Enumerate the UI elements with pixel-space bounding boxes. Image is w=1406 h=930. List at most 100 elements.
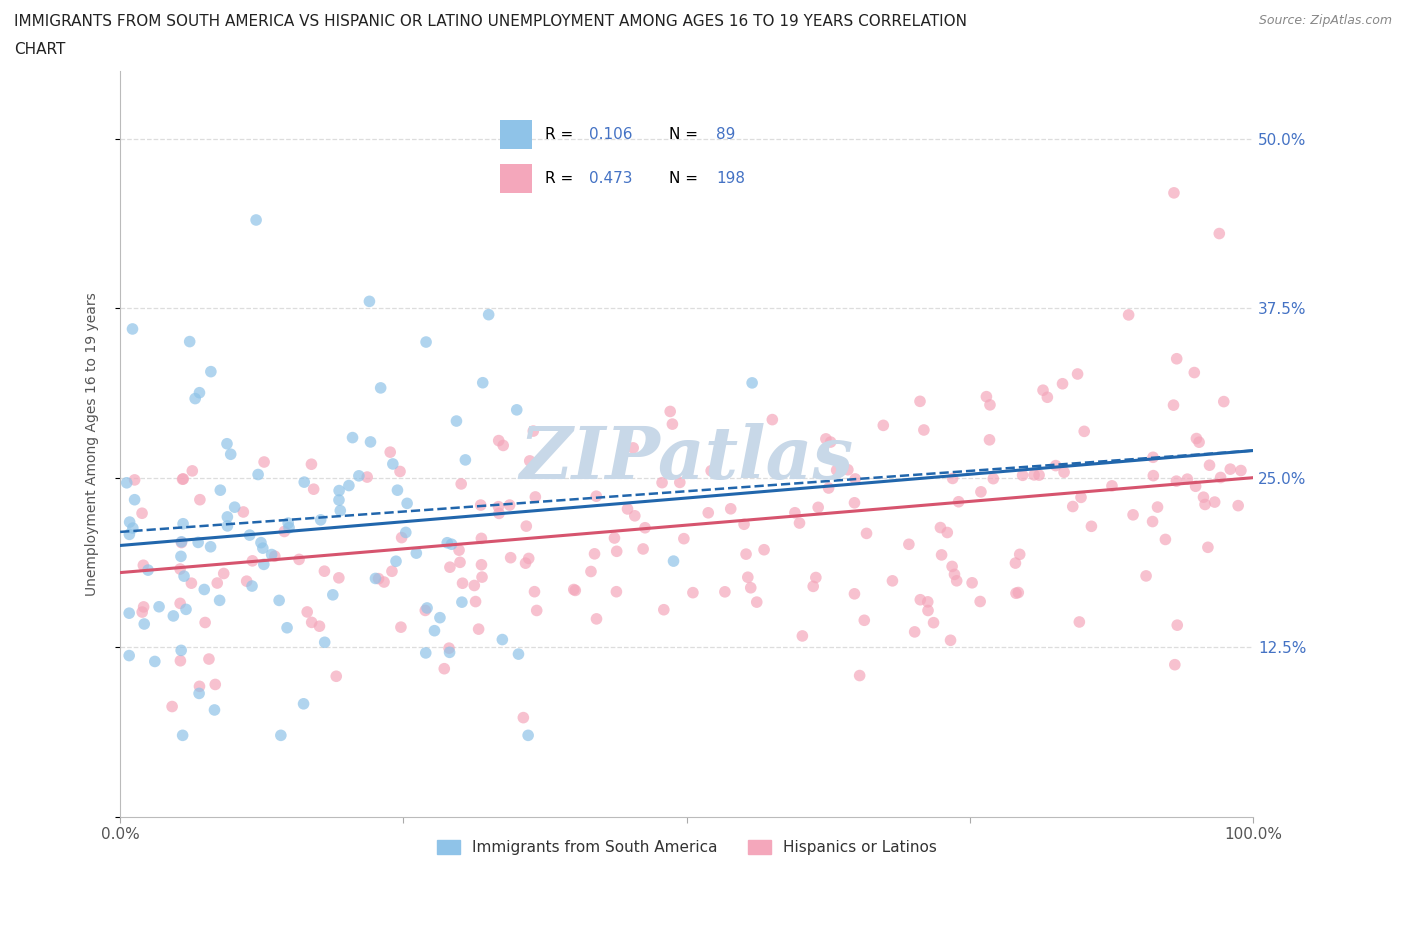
- Point: [131, 604, 153, 619]
- Point: [292, 697, 315, 711]
- Point: [1005, 586, 1028, 601]
- Point: [174, 602, 197, 617]
- Point: [454, 453, 477, 468]
- Point: [360, 434, 382, 449]
- Point: [439, 644, 461, 659]
- Point: [1073, 424, 1095, 439]
- Point: [1052, 377, 1074, 392]
- Point: [872, 418, 894, 432]
- Point: [1142, 450, 1164, 465]
- Point: [170, 535, 193, 550]
- Point: [1166, 352, 1188, 366]
- Point: [917, 594, 939, 609]
- Point: [276, 620, 298, 635]
- Point: [292, 474, 315, 489]
- Point: [270, 728, 292, 743]
- Point: [433, 661, 456, 676]
- Point: [969, 594, 991, 609]
- Point: [512, 711, 534, 725]
- Text: ZIPatlas: ZIPatlas: [520, 423, 853, 494]
- Point: [188, 686, 211, 701]
- Point: [1182, 365, 1205, 380]
- Point: [564, 583, 586, 598]
- Point: [634, 520, 657, 535]
- Point: [882, 574, 904, 589]
- Point: [853, 613, 876, 628]
- Point: [616, 501, 638, 516]
- Point: [299, 457, 322, 472]
- Point: [212, 566, 235, 581]
- Point: [1166, 473, 1188, 488]
- Point: [1219, 461, 1241, 476]
- Point: [519, 454, 541, 469]
- Point: [922, 616, 945, 631]
- Point: [506, 403, 529, 418]
- Point: [1070, 490, 1092, 505]
- Point: [169, 596, 191, 611]
- Point: [416, 601, 439, 616]
- Point: [413, 603, 436, 618]
- Point: [389, 464, 412, 479]
- Point: [735, 547, 758, 562]
- Point: [471, 376, 494, 391]
- Point: [446, 414, 468, 429]
- Point: [314, 564, 336, 578]
- Point: [193, 582, 215, 597]
- Point: [524, 489, 547, 504]
- Point: [263, 549, 285, 564]
- Point: [253, 557, 276, 572]
- Point: [1022, 468, 1045, 483]
- Point: [134, 617, 156, 631]
- Point: [1188, 434, 1211, 449]
- Point: [1142, 468, 1164, 483]
- Point: [370, 380, 392, 395]
- Point: [385, 553, 408, 568]
- Point: [148, 599, 170, 614]
- Point: [162, 608, 184, 623]
- Point: [897, 537, 920, 551]
- Point: [682, 585, 704, 600]
- Point: [741, 376, 763, 391]
- Point: [917, 603, 939, 618]
- Point: [314, 635, 336, 650]
- Point: [359, 294, 381, 309]
- Point: [207, 576, 229, 591]
- Point: [662, 553, 685, 568]
- Point: [659, 404, 682, 418]
- Point: [585, 611, 607, 626]
- Point: [517, 728, 540, 743]
- Point: [219, 446, 242, 461]
- Point: [277, 515, 299, 530]
- Point: [820, 434, 842, 449]
- Point: [1053, 465, 1076, 480]
- Point: [247, 467, 270, 482]
- Point: [1032, 383, 1054, 398]
- Point: [187, 535, 209, 550]
- Point: [1069, 615, 1091, 630]
- Point: [288, 552, 311, 567]
- Point: [278, 520, 301, 535]
- Point: [198, 652, 221, 667]
- Point: [844, 472, 866, 486]
- Point: [1062, 499, 1084, 514]
- Point: [172, 472, 194, 486]
- Point: [389, 619, 412, 634]
- Point: [939, 632, 962, 647]
- Point: [209, 483, 232, 498]
- Point: [391, 530, 413, 545]
- Point: [302, 482, 325, 497]
- Point: [623, 509, 645, 524]
- Point: [447, 543, 470, 558]
- Point: [1135, 568, 1157, 583]
- Point: [740, 580, 762, 595]
- Point: [381, 564, 404, 578]
- Point: [631, 541, 654, 556]
- Point: [526, 603, 548, 618]
- Point: [464, 594, 486, 609]
- Point: [807, 500, 830, 515]
- Point: [170, 549, 193, 564]
- Point: [449, 555, 471, 570]
- Point: [1209, 470, 1232, 485]
- Point: [1175, 472, 1198, 486]
- Point: [488, 499, 510, 514]
